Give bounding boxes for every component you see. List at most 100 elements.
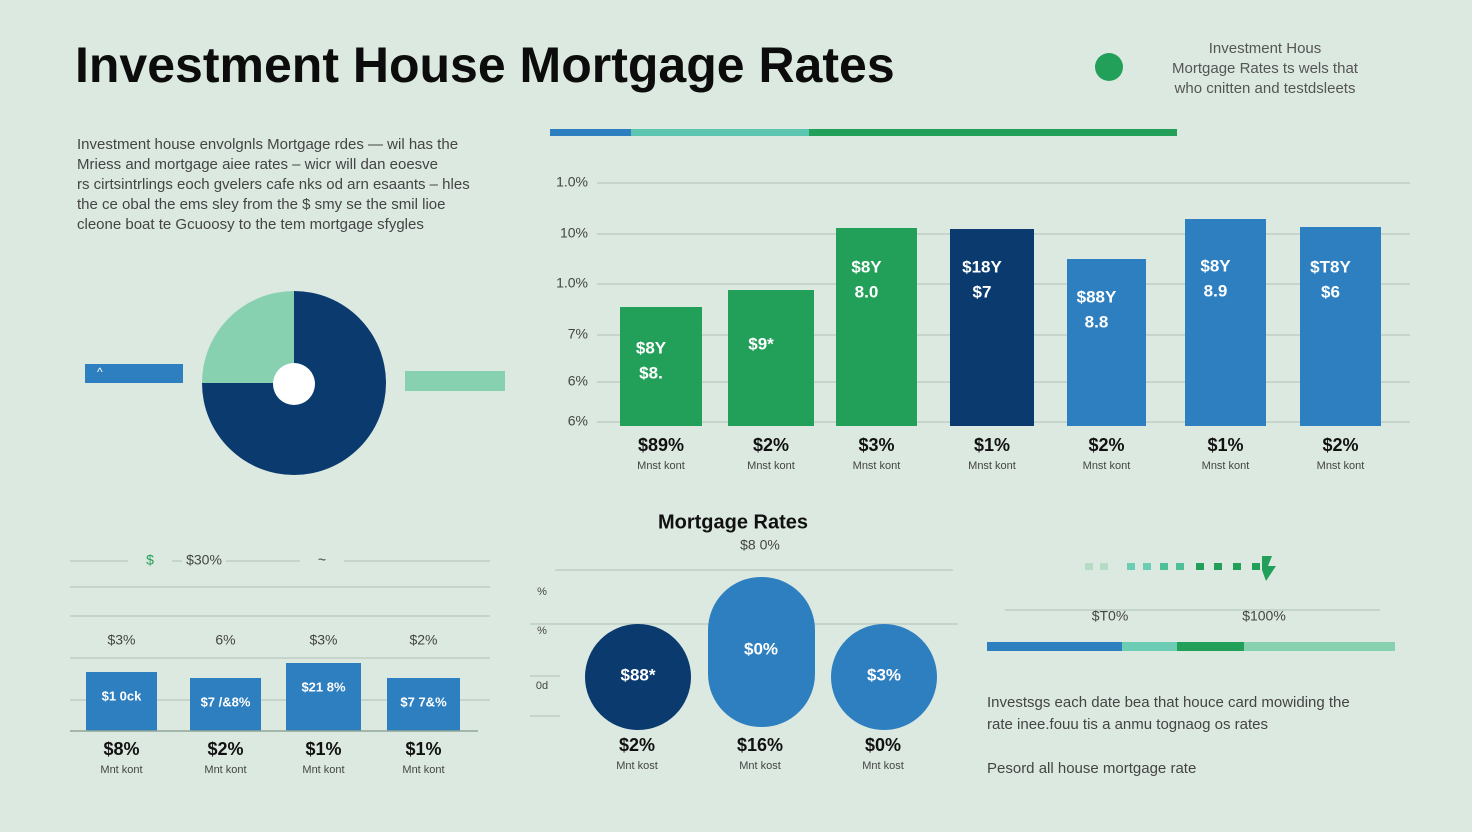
footer-note: Pesord all house mortgage rate	[987, 760, 1196, 777]
color-bar	[809, 129, 1177, 136]
bar-label: $7	[973, 282, 992, 301]
bar-label: $8Y	[851, 257, 882, 276]
color-bar	[550, 129, 631, 136]
dot	[1127, 563, 1135, 570]
bar-value: $1%	[405, 739, 441, 759]
intro-line: cleone boat te Gcuoosy to the tem mortga…	[77, 216, 424, 233]
bubble-label: $0%	[744, 639, 778, 658]
bubble-title: Mortgage Rates	[658, 511, 808, 533]
donut-segment	[202, 291, 294, 383]
scale-bar	[1177, 642, 1244, 651]
bar-label: $9*	[748, 334, 774, 353]
bar-value: $1%	[305, 739, 341, 759]
bar-label: $8Y	[636, 338, 667, 357]
legend-swatch	[405, 371, 505, 391]
scale-bar	[987, 642, 1122, 651]
bar-label: $6	[1321, 282, 1340, 301]
bubble-subtitle: $8 0%	[740, 537, 780, 553]
y-label: 6%	[568, 413, 588, 429]
bar-label: $18Y	[962, 257, 1002, 276]
y-label: 6%	[568, 373, 588, 389]
axis-label: %	[537, 625, 547, 637]
bar-value: $3%	[858, 435, 894, 455]
bar-top-label: $3%	[309, 632, 337, 648]
bar-label: $8Y	[1200, 256, 1231, 275]
title: Investment House Mortgage Rates	[75, 37, 895, 93]
dot	[1085, 563, 1093, 570]
bubble	[585, 624, 691, 730]
bar-label: $8.	[639, 363, 663, 382]
bar-value: $2%	[207, 739, 243, 759]
bar	[620, 307, 702, 426]
bar	[387, 678, 460, 731]
label-bg	[182, 550, 226, 572]
bubble-caption: Mnt kost	[739, 760, 781, 772]
bar-label: $1 0ck	[102, 688, 143, 703]
bar	[950, 229, 1034, 426]
bar-label: $7 /&8%	[201, 694, 251, 709]
bar	[1185, 219, 1266, 426]
bar-top-label: 6%	[215, 632, 235, 648]
bar-label: $T8Y	[1310, 257, 1351, 276]
bar-label: 8.9	[1204, 281, 1228, 300]
bubble-value: $0%	[865, 735, 901, 755]
bar-label: $21 8%	[301, 679, 346, 694]
bar-value: $2%	[1088, 435, 1124, 455]
marker	[1262, 556, 1276, 581]
y-label: 1.0%	[556, 275, 588, 291]
dot	[1233, 563, 1241, 570]
bubble	[831, 624, 937, 730]
bar	[1067, 259, 1146, 426]
bar-caption: Mnst kont	[637, 460, 685, 472]
top-label: $30%	[186, 552, 222, 568]
bubble-caption: Mnt kost	[862, 760, 904, 772]
bar-value: $8%	[103, 739, 139, 759]
dot	[1095, 53, 1123, 81]
bubble-value: $16%	[737, 735, 783, 755]
intro-line: Investment house envolgnls Mortgage rdes…	[77, 136, 458, 153]
top-label: ~	[318, 552, 326, 568]
scale-bar	[1122, 642, 1177, 651]
axis-label: %	[537, 586, 547, 598]
bar-top-label: $3%	[107, 632, 135, 648]
bar	[836, 228, 917, 426]
bar-caption: Mnst kont	[1317, 460, 1365, 472]
bar-caption: Mnst kont	[1202, 460, 1250, 472]
dot	[1252, 563, 1260, 570]
intro-line: Mriess and mortgage aiee rates – wicr wi…	[77, 156, 438, 173]
bar-top-label: $2%	[409, 632, 437, 648]
bar-caption: Mnst kont	[853, 460, 901, 472]
bar-caption: Mnt kont	[402, 764, 444, 776]
bubble-caption: Mnt kost	[616, 760, 658, 772]
label-bg	[128, 550, 172, 572]
bar-caption: Mnst kont	[968, 460, 1016, 472]
dot	[1196, 563, 1204, 570]
footer-line: Investsgs each date bea that houce card …	[987, 694, 1350, 711]
scale-bar	[1244, 642, 1395, 651]
legend-swatch	[85, 364, 183, 383]
color-bar	[631, 129, 809, 136]
bubble-label: $88*	[621, 665, 656, 684]
dot	[1100, 563, 1108, 570]
dot	[1143, 563, 1151, 570]
top-label: $	[146, 552, 154, 568]
dot	[1176, 563, 1184, 570]
bar	[728, 290, 814, 426]
header-note: who cnitten and testdsleets	[1174, 80, 1356, 97]
bubble-label: $3%	[867, 665, 901, 684]
y-label: 10%	[560, 225, 588, 241]
bar-label: 8.0	[855, 282, 879, 301]
bubble	[708, 577, 815, 727]
bar-caption: Mnst kont	[1083, 460, 1131, 472]
axis-label: 0d	[536, 680, 548, 692]
intro-line: the ce obal the ems sley from the $ smy …	[77, 196, 446, 213]
bar	[190, 678, 261, 731]
scale-label: $100%	[1242, 608, 1286, 624]
bar-caption: Mnt kont	[302, 764, 344, 776]
bar-caption: Mnt kont	[100, 764, 142, 776]
intro-line: rs cirtsintrlings eoch gvelers cafe nks …	[77, 176, 470, 193]
bar-caption: Mnt kont	[204, 764, 246, 776]
bar	[1300, 227, 1381, 426]
